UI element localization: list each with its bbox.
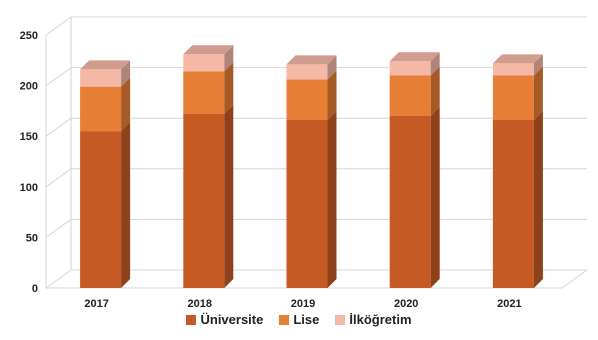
bar-2018-Lise-side	[224, 62, 234, 114]
y-tick-label: 0	[32, 283, 38, 295]
bar-2020-İlköğretim-top	[389, 52, 440, 62]
x-tick-label: 2021	[497, 298, 521, 310]
x-tick-label: 2018	[188, 298, 212, 310]
bar-2018-Üniversite-side	[224, 104, 234, 288]
bar-2021-İlköğretim-top	[492, 54, 543, 64]
legend-item: Üniversite	[186, 312, 263, 327]
y-tick-label: 150	[20, 131, 38, 143]
bar-2021-İlköğretim-side	[533, 54, 543, 76]
y-axis-ticks: 0 50 100 150 200 250	[20, 30, 38, 295]
bar-group-2021	[492, 54, 543, 289]
bar-2021-Lise-front	[492, 75, 534, 121]
bar-2020-Lise-side	[430, 66, 440, 116]
bar-2018-İlköğretim-front	[183, 54, 225, 72]
legend-label: Üniversite	[200, 312, 264, 327]
floor-right-edge	[561, 269, 588, 289]
bar-2017-İlköğretim-front	[80, 69, 122, 87]
legend: Üniversite Lise İlköğretim	[0, 312, 598, 327]
bar-2020-Üniversite-side	[430, 106, 440, 289]
y-tick-label: 250	[20, 30, 38, 42]
bar-2017-İlköğretim-side	[121, 60, 131, 87]
bar-2019-Lise-front	[286, 79, 328, 121]
legend-label: İlköğretim	[349, 312, 412, 327]
x-axis-ticks: 2017 2018 2019 2020 2021	[84, 298, 521, 310]
bar-2019-İlköğretim-side	[327, 55, 337, 80]
legend-swatch	[186, 314, 197, 325]
bar-group-2017	[80, 60, 131, 288]
bar-2017-Lise-side	[121, 77, 131, 132]
bar-2018-Üniversite-front	[183, 113, 225, 288]
bar-layer	[80, 45, 543, 289]
bar-2019-Üniversite-side	[327, 111, 337, 289]
bar-2019-Üniversite-front	[286, 120, 328, 289]
bar-2019-Lise-side	[327, 70, 337, 121]
bar-2018-Lise-front	[183, 71, 225, 114]
bar-2021-Üniversite-front	[492, 120, 534, 289]
bar-2018-İlköğretim-top	[183, 45, 234, 55]
legend-swatch	[279, 314, 290, 325]
grid-layer	[45, 16, 588, 289]
bar-2017-Üniversite-front	[80, 131, 122, 288]
bar-group-2018	[183, 45, 234, 288]
x-tick-label: 2017	[84, 298, 108, 310]
bar-2020-İlköğretim-front	[389, 61, 431, 76]
y-tick-label: 200	[20, 81, 38, 93]
legend-swatch	[335, 314, 346, 325]
bar-2017-Lise-front	[80, 86, 122, 132]
legend-label: Lise	[293, 312, 320, 327]
bar-group-2019	[286, 55, 337, 289]
y-tick-label: 100	[20, 182, 38, 194]
y-tick-label: 50	[26, 232, 38, 244]
bar-2021-Üniversite-side	[533, 111, 543, 289]
bar-2019-İlköğretim-top	[286, 55, 337, 65]
bar-2021-Lise-side	[533, 66, 543, 121]
bar-group-2020	[389, 52, 440, 289]
bar-2020-Üniversite-front	[389, 115, 431, 289]
gridline	[45, 16, 587, 36]
x-tick-label: 2019	[291, 298, 315, 310]
bar-2021-İlköğretim-front	[492, 63, 534, 76]
bar-2020-Lise-front	[389, 75, 431, 116]
legend-item: İlköğretim	[335, 312, 412, 327]
legend-item: Lise	[279, 312, 319, 327]
bar-2018-İlköğretim-side	[224, 45, 234, 72]
bar-2020-İlköğretim-side	[430, 52, 440, 76]
x-tick-label: 2020	[394, 298, 418, 310]
bar-2017-Üniversite-side	[121, 122, 131, 288]
bar-2017-İlköğretim-top	[80, 60, 131, 70]
bar-2019-İlköğretim-front	[286, 64, 328, 80]
